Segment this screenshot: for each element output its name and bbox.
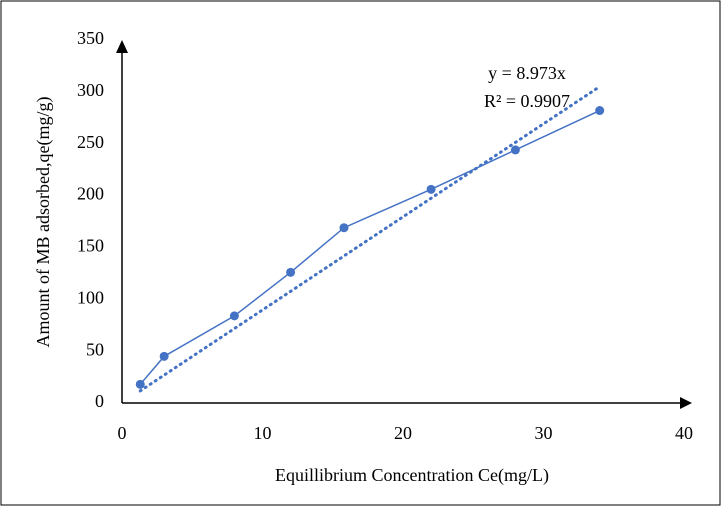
x-axis-title: Equillibrium Concentration Ce(mg/L) [275, 465, 549, 486]
trend-r2: R² = 0.9907 [484, 91, 570, 111]
y-tick-label: 350 [77, 28, 104, 48]
data-point [426, 184, 436, 194]
y-tick-label: 50 [86, 339, 104, 359]
data-point [595, 106, 605, 116]
x-tick-label: 10 [254, 423, 272, 443]
x-tick-label: 20 [394, 423, 412, 443]
y-tick-label: 200 [77, 184, 104, 204]
data-point [135, 379, 145, 389]
y-tick-label: 150 [77, 236, 104, 256]
data-point [510, 145, 520, 155]
y-tick-label: 250 [77, 132, 104, 152]
trendline [138, 85, 602, 393]
data-line [139, 109, 601, 385]
data-point [159, 351, 169, 361]
x-tick-label: 30 [535, 423, 553, 443]
trend-equation: y = 8.973x [488, 63, 566, 83]
y-axis-arrow [116, 40, 128, 53]
x-tick-label: 40 [675, 423, 693, 443]
data-point [286, 267, 296, 277]
y-axis-title: Amount of MB adsorbed,qe(mg/g) [33, 97, 54, 348]
y-tick-label: 100 [77, 287, 104, 307]
x-axis-arrow [680, 397, 692, 409]
y-tick-label: 0 [95, 391, 104, 411]
data-point [229, 311, 239, 321]
y-tick-label: 300 [77, 80, 104, 100]
x-tick-label: 0 [118, 423, 127, 443]
data-point [339, 223, 349, 233]
